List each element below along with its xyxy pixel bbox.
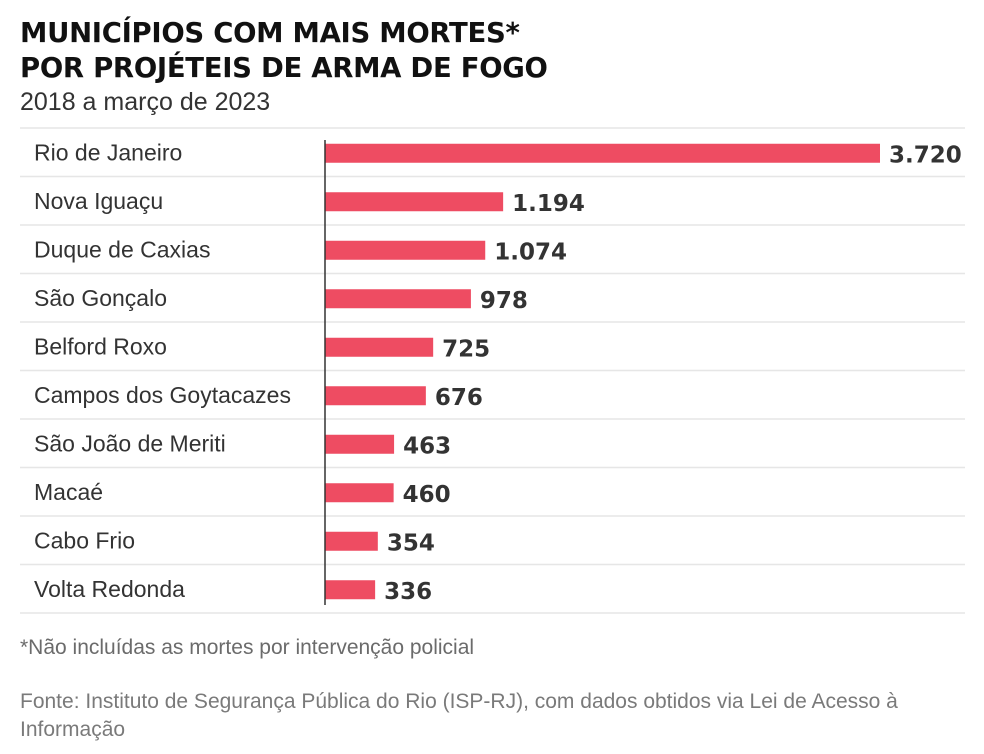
row-dividers xyxy=(20,127,965,614)
bar xyxy=(325,483,394,503)
value-label: 3.720 xyxy=(889,142,962,168)
bar xyxy=(325,192,504,212)
bar xyxy=(325,386,426,406)
category-label: Duque de Caxias xyxy=(34,236,210,262)
value-label: 978 xyxy=(480,288,528,314)
category-label: Rio de Janeiro xyxy=(34,139,182,165)
chart-title-line-2: POR PROJÉTEIS DE ARMA DE FOGO xyxy=(20,52,548,84)
value-label: 1.194 xyxy=(512,191,585,217)
category-label: Nova Iguaçu xyxy=(34,188,163,214)
value-label: 463 xyxy=(403,433,451,459)
value-label: 725 xyxy=(442,336,490,362)
bar xyxy=(325,289,471,309)
source-note: Fonte: Instituto de Segurança Pública do… xyxy=(20,690,898,741)
bar xyxy=(325,531,378,551)
category-label: São João de Meriti xyxy=(34,430,226,456)
value-label: 460 xyxy=(403,482,451,508)
category-label: Cabo Frio xyxy=(34,527,135,553)
chart-title: MUNICÍPIOS COM MAIS MORTES* POR PROJÉTEI… xyxy=(20,16,960,86)
category-label: São Gonçalo xyxy=(34,285,167,311)
category-label: Macaé xyxy=(34,479,103,505)
bar xyxy=(325,580,376,600)
chart-title-line-1: MUNICÍPIOS COM MAIS MORTES* xyxy=(20,17,520,49)
bar xyxy=(325,434,395,454)
chart-subtitle: 2018 a março de 2023 xyxy=(20,88,271,116)
bar xyxy=(325,240,486,260)
category-label: Campos dos Goytacazes xyxy=(34,382,291,408)
bars xyxy=(325,143,880,600)
category-label: Volta Redonda xyxy=(34,576,185,602)
value-label: 676 xyxy=(435,385,483,411)
value-labels: 3.720 1.194 1.074 978 725 676 463 460 354 336 xyxy=(384,142,962,605)
footnote: *Não incluídas as mortes por intervenção… xyxy=(20,636,475,659)
bar xyxy=(325,337,434,357)
value-label: 354 xyxy=(387,530,435,556)
value-label: 1.074 xyxy=(494,239,567,265)
value-label: 336 xyxy=(384,579,432,605)
category-label: Belford Roxo xyxy=(34,333,167,359)
bar xyxy=(325,143,880,163)
category-labels: Rio de Janeiro Nova Iguaçu Duque de Caxias… xyxy=(34,139,291,602)
